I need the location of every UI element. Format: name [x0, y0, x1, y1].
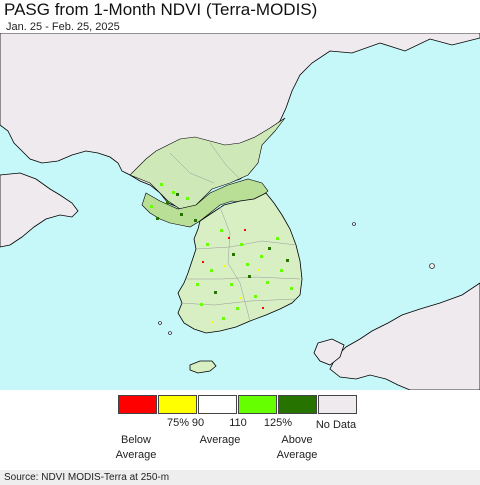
legend-tick-75: 75%: [166, 417, 190, 429]
legend-no-data: No Data: [315, 419, 357, 431]
map-subtitle: Jan. 25 - Feb. 25, 2025: [6, 21, 120, 33]
legend-swatches: [118, 395, 358, 414]
map-area: [0, 33, 480, 390]
legend-swatch-above-125: [278, 395, 317, 414]
map-svg: [0, 33, 480, 390]
footer: Source: NDVI MODIS-Terra at 250-m: [0, 470, 480, 485]
legend-swatch-no-data: [318, 395, 357, 414]
source-text: Source: NDVI MODIS-Terra at 250-m: [4, 472, 170, 483]
land-kyushu: [313, 338, 345, 366]
legend-tick-110: 110: [229, 417, 247, 429]
map-title: PASG from 1-Month NDVI (Terra-MODIS): [4, 0, 318, 19]
legend-tick-125: 125%: [263, 417, 293, 429]
land-west: [0, 172, 79, 248]
legend-below-average: Below Average: [115, 434, 157, 461]
legend-swatch-90-110: [198, 395, 237, 414]
south-korea: [177, 192, 303, 334]
legend-above-average: Above Average: [276, 434, 318, 461]
legend-swatch-below-75: [118, 395, 157, 414]
legend-average: Average: [199, 434, 241, 446]
legend-tick-90: 90: [191, 417, 205, 429]
legend-swatch-75-90: [158, 395, 197, 414]
ndvi-speckles: [150, 183, 293, 323]
land-north: [0, 33, 480, 208]
jeju-island: [189, 360, 217, 374]
legend-swatch-110-125: [238, 395, 277, 414]
land-japan: [329, 282, 480, 390]
legend: 75% 90 110 125% Below Average Average Abo…: [115, 395, 360, 467]
